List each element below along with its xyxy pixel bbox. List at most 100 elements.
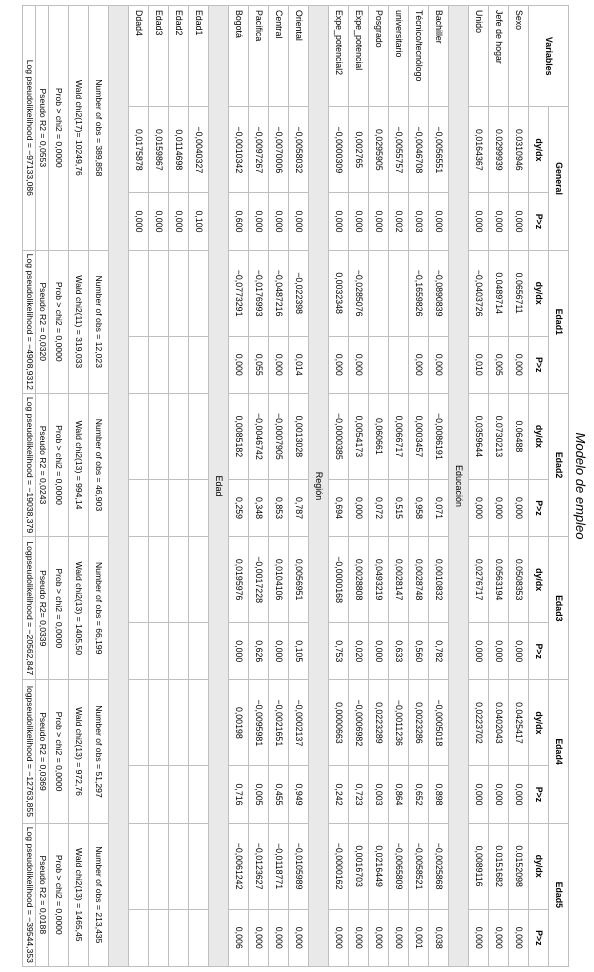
variable-name: Edad1 xyxy=(189,6,209,107)
cell-pz: 0,002 xyxy=(389,193,409,250)
col-group: Edad5 xyxy=(549,823,569,966)
cell-dydx: 0.0151682 xyxy=(489,823,509,909)
cell-pz: 0,864 xyxy=(389,766,409,823)
cell-dydx xyxy=(129,250,149,336)
summary-cell: Wald chi2(17)= 10249,76 xyxy=(69,6,89,251)
cell-dydx: 0,0010832 xyxy=(429,537,449,623)
cell-dydx: 0,0028808 xyxy=(349,537,369,623)
cell-pz: 0,000 xyxy=(509,336,529,393)
summary-cell: Number of obs = 46,903 xyxy=(89,393,109,536)
cell-pz: 0,560 xyxy=(409,623,429,680)
cell-pz: 0,000 xyxy=(369,909,389,966)
cell-dydx xyxy=(169,537,189,623)
variable-name: Bogotá xyxy=(229,6,249,107)
cell-pz xyxy=(129,766,149,823)
summary-cell: Wald chi2(13) = 994,14 xyxy=(69,393,89,536)
summary-cell: Prob > chi2 = 0,0000 xyxy=(49,250,69,393)
cell-dydx: −0,1659826 xyxy=(409,250,429,336)
summary-cell: Pseudo R2 = 0,0369 xyxy=(36,680,49,823)
summary-cell: Prob > chi2 = 0,0000 xyxy=(49,823,69,966)
cell-dydx: 0,0175878 xyxy=(129,107,149,193)
cell-pz: 0,000 xyxy=(129,193,149,250)
cell-pz: 0,716 xyxy=(229,766,249,823)
cell-pz: 0,000 xyxy=(489,193,509,250)
section-header: Edad xyxy=(209,6,229,967)
cell-dydx: −0,0095981 xyxy=(249,680,269,766)
cell-pz: 0,000 xyxy=(509,479,529,536)
col-sub: P>z xyxy=(529,193,549,250)
cell-pz: 0,949 xyxy=(289,766,309,823)
col-group: Edad3 xyxy=(549,537,569,680)
cell-pz: 0,001 xyxy=(409,909,429,966)
cell-dydx: −0,0285076 xyxy=(349,250,369,336)
summary-cell: Log pseudolikelihood = −4908,9312 xyxy=(23,250,36,393)
cell-pz: 0,633 xyxy=(389,623,409,680)
cell-dydx xyxy=(129,537,149,623)
cell-dydx: 0.0489714 xyxy=(489,250,509,336)
cell-dydx: 0,0223289 xyxy=(369,680,389,766)
cell-dydx xyxy=(149,393,169,479)
cell-dydx: 0,0023286 xyxy=(409,680,429,766)
cell-dydx xyxy=(189,537,209,623)
cell-dydx: −0,0097267 xyxy=(249,107,269,193)
cell-dydx: −0,0017228 xyxy=(249,537,269,623)
cell-dydx: 0.06488 xyxy=(509,393,529,479)
cell-dydx: −0,0046708 xyxy=(409,107,429,193)
cell-dydx: 0,0493219 xyxy=(369,537,389,623)
cell-dydx: 0,0276717 xyxy=(469,537,489,623)
cell-dydx: −0,0058032 xyxy=(289,107,309,193)
cell-pz: 0,010 xyxy=(469,336,489,393)
col-sub: dy/dx xyxy=(529,250,549,336)
cell-dydx: 0,0032348 xyxy=(329,250,349,336)
variable-name: Expe_potencial xyxy=(349,6,369,107)
cell-pz: 0,000 xyxy=(329,336,349,393)
summary-cell: Number of obs = 213,435 xyxy=(89,823,109,966)
cell-pz: 0,000 xyxy=(249,909,269,966)
cell-dydx: −0,0010342 xyxy=(229,107,249,193)
summary-cell: Prob > chi2 = 0,0000 xyxy=(49,537,69,680)
cell-dydx: 0,0216449 xyxy=(369,823,389,909)
cell-pz: 0,000 xyxy=(349,193,369,250)
cell-pz: 0,000 xyxy=(289,193,309,250)
variable-name: Técnico/tecnólogo xyxy=(409,6,429,107)
cell-pz: 0,694 xyxy=(329,479,349,536)
summary-cell: Pseudo R2 = 0,0320 xyxy=(36,250,49,393)
cell-dydx xyxy=(189,250,209,336)
summary-cell: logpseudolikelihood = −12763,855 xyxy=(23,680,36,823)
cell-dydx: −0,0058521 xyxy=(409,823,429,909)
cell-pz: 0,626 xyxy=(249,623,269,680)
cell-pz: 0,242 xyxy=(329,766,349,823)
cell-pz: 0,787 xyxy=(289,479,309,536)
cell-pz: 0,100 xyxy=(189,193,209,250)
cell-dydx xyxy=(149,823,169,909)
variable-name: Ddad4 xyxy=(129,6,149,107)
cell-pz: 0,000 xyxy=(469,909,489,966)
summary-cell: Wald chi2(13) = 972,76 xyxy=(69,680,89,823)
cell-dydx xyxy=(169,250,189,336)
cell-dydx: −0,0000309 xyxy=(329,107,349,193)
cell-pz: 0,348 xyxy=(249,479,269,536)
cell-pz: 0,782 xyxy=(429,623,449,680)
regression-table: VariablesGeneralEdad1Edad2Edad3Edad4Edad… xyxy=(22,5,569,967)
cell-dydx xyxy=(389,250,409,336)
variable-name: Edad2 xyxy=(169,6,189,107)
summary-cell: Pseudo R2 = 0,0553 xyxy=(36,6,49,251)
cell-pz: 0,000 xyxy=(469,479,489,536)
cell-pz: 0,000 xyxy=(509,766,529,823)
cell-dydx: 0.0425417 xyxy=(509,680,529,766)
cell-pz: 0,000 xyxy=(169,193,189,250)
cell-dydx: −0,022398 xyxy=(289,250,309,336)
summary-cell: Log pseudolikelihood = −39544,353 xyxy=(23,823,36,966)
summary-cell: Pseudo R2= 0,0339 xyxy=(36,537,49,680)
cell-pz: 0,000 xyxy=(269,909,289,966)
cell-pz: 0,600 xyxy=(229,193,249,250)
cell-dydx: 0,0114698 xyxy=(169,107,189,193)
variable-name: Expe_potencial2 xyxy=(329,6,349,107)
cell-dydx: −0,0000168 xyxy=(329,537,349,623)
cell-dydx xyxy=(149,537,169,623)
summary-cell: Prob > chi2 = 0,0000 xyxy=(49,680,69,823)
cell-pz xyxy=(169,909,189,966)
cell-pz: 0,000 xyxy=(269,193,289,250)
cell-pz: 0,000 xyxy=(369,623,389,680)
cell-dydx: 0,0054173 xyxy=(349,393,369,479)
